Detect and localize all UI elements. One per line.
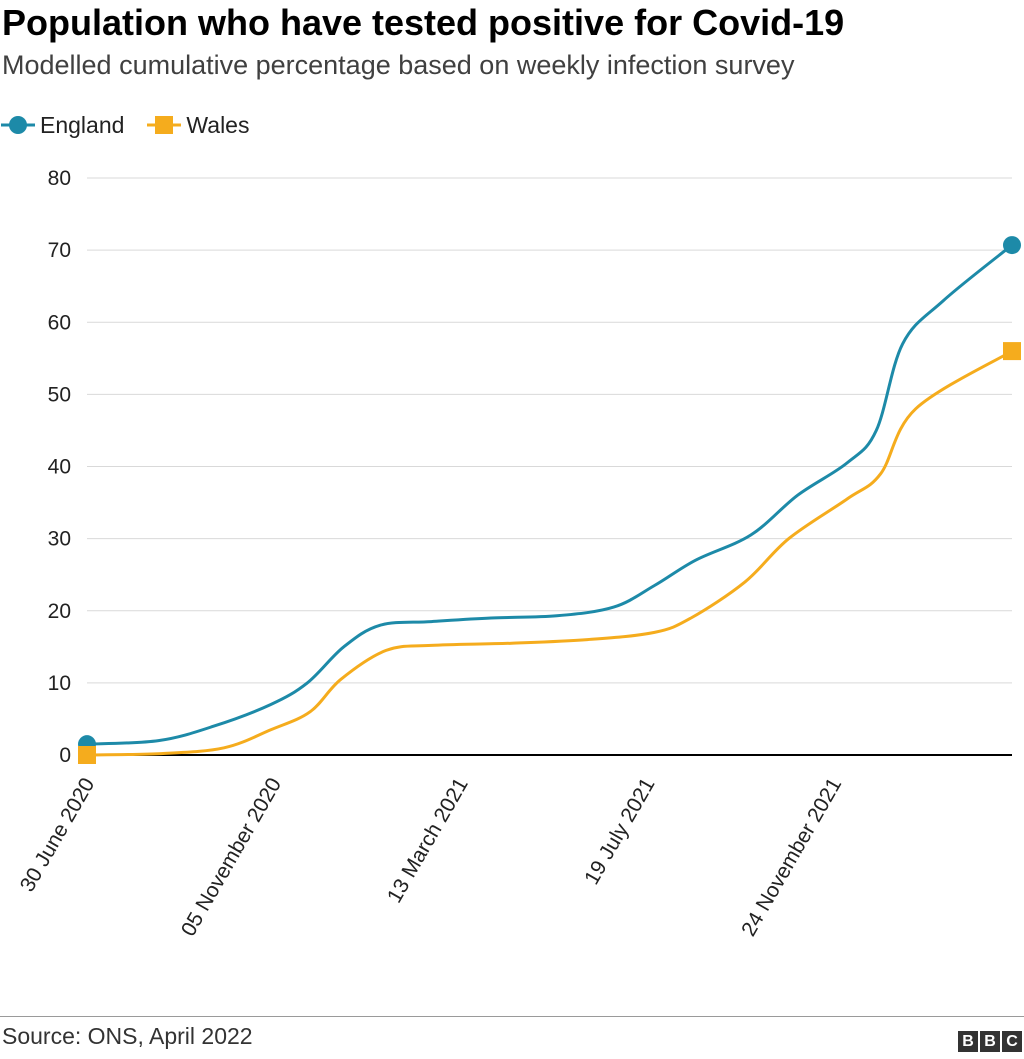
y-tick-label: 40 <box>48 456 71 479</box>
chart-subtitle: Modelled cumulative percentage based on … <box>2 50 795 80</box>
legend-label-wales: Wales <box>186 111 250 138</box>
series-lines <box>85 243 1014 757</box>
bbc-logo-letter: C <box>1002 1031 1022 1052</box>
legend-item-england: England <box>0 110 124 140</box>
gridlines <box>87 177 1012 756</box>
bbc-logo-letter: B <box>980 1031 1000 1052</box>
chart-title: Population who have tested positive for … <box>2 2 845 43</box>
y-tick-label: 70 <box>48 239 71 262</box>
series-line-england <box>85 243 1014 746</box>
legend-marker-wales <box>147 116 182 134</box>
series-markers <box>78 236 1021 764</box>
series-line-wales <box>85 349 1014 757</box>
x-tick-label: 13 March 2021 <box>383 774 473 907</box>
x-tick-label: 24 November 2021 <box>737 774 846 940</box>
legend-label-england: England <box>40 111 125 138</box>
x-tick-label: 30 June 2020 <box>16 774 100 896</box>
footer-divider <box>0 1016 1024 1017</box>
bbc-logo-letter: B <box>958 1031 978 1052</box>
y-tick-label: 20 <box>48 600 71 623</box>
source-note: Source: ONS, April 2022 <box>2 1023 253 1049</box>
y-tick-label: 80 <box>48 167 71 190</box>
legend-item-wales: Wales <box>146 110 249 140</box>
y-tick-label: 0 <box>59 744 71 767</box>
line-chart: 0 10 20 30 40 50 60 70 80 30 June 2020 05 Novembe… <box>16 167 1021 940</box>
y-tick-label: 10 <box>48 672 71 695</box>
chart-legend: England Wales <box>0 110 271 140</box>
england-end-marker <box>1003 236 1021 255</box>
wales-end-marker <box>1003 342 1021 361</box>
y-tick-label: 60 <box>48 311 71 334</box>
x-tick-label: 05 November 2020 <box>177 774 286 940</box>
y-axis-ticks: 0 10 20 30 40 50 60 70 80 <box>48 167 71 767</box>
wales-start-marker <box>78 746 96 764</box>
x-tick-label: 19 July 2021 <box>580 774 659 889</box>
x-axis-ticks: 30 June 2020 05 November 2020 13 March 202… <box>16 774 847 940</box>
legend-marker-england <box>1 116 35 134</box>
bbc-logo: B B C <box>956 1031 1022 1052</box>
y-tick-label: 30 <box>48 528 71 551</box>
y-tick-label: 50 <box>48 383 71 406</box>
